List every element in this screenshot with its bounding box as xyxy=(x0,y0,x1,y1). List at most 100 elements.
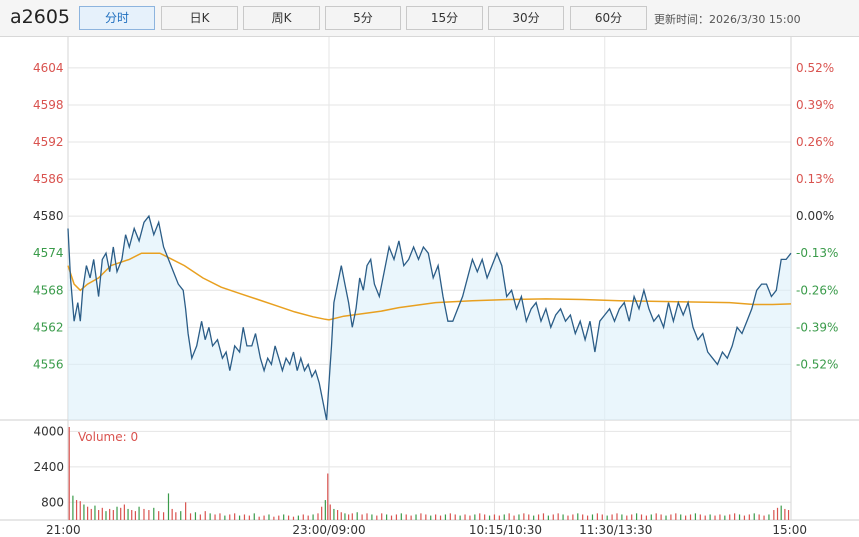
volume-bar xyxy=(464,514,466,520)
volume-bar xyxy=(204,511,206,520)
volume-bar xyxy=(94,505,96,520)
volume-bar xyxy=(248,515,250,520)
volume-bar xyxy=(665,515,667,520)
volume-bar xyxy=(694,513,697,520)
update-time: 更新时间：2026/3/30 15:00 xyxy=(654,11,801,27)
volume-bar xyxy=(758,514,760,520)
volume-tick-label: 2400 xyxy=(33,460,64,474)
volume-bar xyxy=(292,516,295,520)
volume-bar xyxy=(508,513,510,520)
price-tick-label: 4568 xyxy=(33,283,64,297)
volume-bar xyxy=(743,515,746,520)
volume-bar xyxy=(787,510,790,520)
volume-bar xyxy=(87,506,89,520)
time-tick-label: 23:00/09:00 xyxy=(292,523,365,537)
tab-5min[interactable]: 5分 xyxy=(325,6,401,30)
price-tick-label: 4598 xyxy=(33,98,64,112)
volume-bar xyxy=(90,508,92,520)
tab-60min[interactable]: 60分 xyxy=(570,6,647,30)
volume-bar xyxy=(153,507,155,520)
volume-bar xyxy=(435,514,437,520)
volume-bar xyxy=(773,510,775,520)
volume-bar xyxy=(776,507,779,520)
price-tick-label: 4592 xyxy=(33,135,64,149)
volume-bar xyxy=(689,514,692,520)
volume-bar xyxy=(302,514,304,520)
volume-bar xyxy=(333,508,335,520)
volume-bar xyxy=(670,514,672,520)
volume-bar xyxy=(185,502,187,520)
price-tick-label: 4574 xyxy=(33,246,64,260)
tab-daily-k[interactable]: 日K xyxy=(161,6,238,30)
volume-bar xyxy=(381,513,383,520)
pct-tick-label: -0.13% xyxy=(796,246,838,260)
toolbar: a2605 分时 日K 周K 5分 15分 30分 60分 更新时间：2026/… xyxy=(0,0,859,37)
volume-bar xyxy=(68,427,70,520)
volume-bar xyxy=(577,513,579,520)
volume-bar xyxy=(120,507,122,520)
volume-bar xyxy=(415,514,417,520)
volume-bar xyxy=(474,514,476,520)
volume-bar xyxy=(542,513,545,520)
volume-bar xyxy=(101,507,103,520)
volume-bar xyxy=(123,504,125,520)
volume-bar xyxy=(675,513,677,520)
volume-bar xyxy=(143,508,145,520)
volume-bar xyxy=(557,513,559,520)
pct-tick-label: 0.13% xyxy=(796,172,834,186)
volume-bar xyxy=(533,515,535,520)
volume-bar xyxy=(175,512,177,520)
volume-bar xyxy=(596,513,598,520)
volume-bar xyxy=(586,515,589,520)
volume-bar xyxy=(268,514,270,520)
update-time-value: 2026/3/30 15:00 xyxy=(709,13,801,26)
volume-bar xyxy=(582,514,584,520)
volume-bar xyxy=(109,508,111,520)
tab-30min[interactable]: 30分 xyxy=(488,6,564,30)
time-tick-label: 21:00 xyxy=(46,523,81,537)
volume-bar xyxy=(459,515,461,520)
volume-bar xyxy=(738,514,741,520)
volume-bar xyxy=(243,514,246,520)
volume-bar xyxy=(562,514,564,520)
volume-bar xyxy=(351,513,353,520)
update-time-label: 更新时间： xyxy=(654,13,709,26)
pct-tick-label: 0.26% xyxy=(796,135,834,149)
volume-bar xyxy=(258,516,260,520)
volume-bar xyxy=(312,514,314,520)
volume-bar xyxy=(287,515,290,520)
volume-bar xyxy=(273,516,275,520)
volume-bar xyxy=(238,515,241,520)
tab-fenshi[interactable]: 分时 xyxy=(79,6,155,30)
volume-bar xyxy=(214,514,216,520)
volume-bar xyxy=(469,515,471,520)
volume-bar xyxy=(753,513,755,520)
volume-bar xyxy=(616,513,618,520)
volume-bar xyxy=(390,515,393,520)
volume-bar xyxy=(344,513,346,520)
volume-bar xyxy=(714,515,716,520)
volume-bar xyxy=(611,514,613,520)
volume-bar xyxy=(127,508,129,520)
volume-bar xyxy=(405,514,407,520)
volume-bar xyxy=(366,513,368,520)
volume-bar xyxy=(430,515,432,520)
volume-bar xyxy=(621,514,623,520)
volume-bar xyxy=(329,504,331,520)
price-line xyxy=(67,214,792,421)
volume-bar xyxy=(79,501,81,520)
volume-bar xyxy=(479,513,481,520)
tab-15min[interactable]: 15分 xyxy=(406,6,483,30)
volume-bar xyxy=(148,510,150,520)
volume-bar xyxy=(591,514,594,520)
tab-weekly-k[interactable]: 周K xyxy=(243,6,320,30)
volume-bar xyxy=(567,515,569,520)
average-price-line xyxy=(67,252,792,321)
volume-bar xyxy=(709,514,711,520)
volume-bar xyxy=(324,500,326,520)
volume-bar xyxy=(523,513,525,520)
volume-bar xyxy=(734,513,736,520)
price-area xyxy=(68,216,791,420)
volume-bar xyxy=(498,515,500,520)
volume-bar xyxy=(386,514,388,520)
